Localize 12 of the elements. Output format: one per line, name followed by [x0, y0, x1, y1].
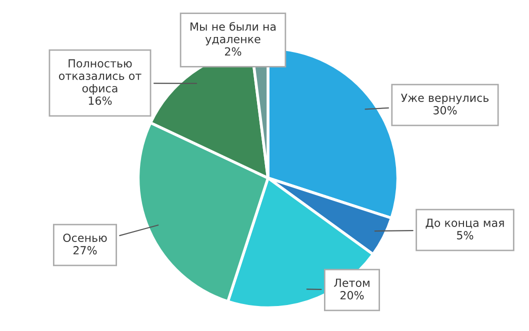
slice-label: До конца мая [426, 218, 504, 229]
data-label: 27% [73, 246, 97, 254]
data-label: 2% [225, 47, 242, 56]
slice-label: Уже вернулись [400, 94, 489, 104]
data-label: 30% [434, 106, 457, 114]
slice-label: Осенью [63, 234, 107, 242]
slice-label: Мы не были на удаленке [190, 22, 276, 46]
data-label: 20% [340, 291, 364, 300]
slice-label: Летом [334, 278, 370, 288]
data-label: 5% [457, 231, 474, 240]
data-label: 16% [88, 96, 112, 105]
slice-label: Полностью отказались от офиса [58, 59, 142, 95]
